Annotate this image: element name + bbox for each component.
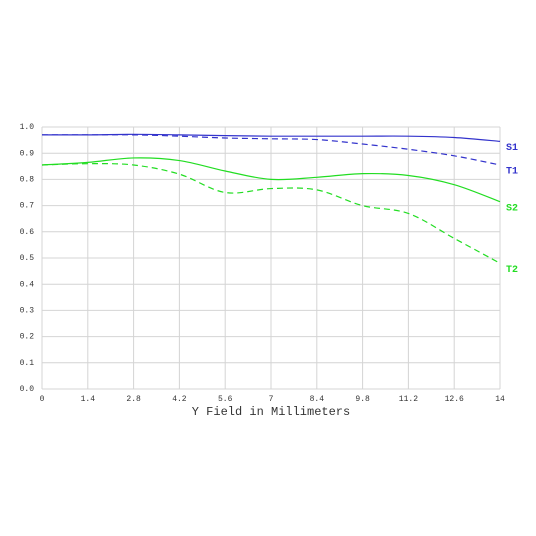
x-tick-label: 5.6 [218,395,233,404]
y-tick-label: 0.2 [20,333,35,342]
y-tick-label: 0.7 [20,202,35,211]
x-tick-label: 7 [269,395,274,404]
y-tick-label: 0.6 [20,228,35,237]
series-label: S2 [506,203,518,214]
series-label: S1 [506,143,518,154]
series-label: T2 [506,265,518,276]
x-tick-label: 4.2 [172,395,187,404]
y-tick-label: 0.8 [20,176,35,185]
series-line [41,163,501,264]
series-label: T1 [506,167,518,178]
x-tick-label: 9.8 [355,395,370,404]
y-tick-label: 1.0 [20,123,35,132]
x-tick-label: 11.2 [399,395,418,404]
x-tick-label: 12.6 [445,395,464,404]
y-tick-label: 0.0 [20,385,35,394]
y-tick-label: 0.5 [20,254,35,263]
y-tick-label: 0.9 [20,149,35,158]
series-line [41,157,501,203]
x-tick-label: 1.4 [81,395,96,404]
y-tick-label: 0.3 [20,307,35,316]
y-tick-label: 0.4 [20,280,35,289]
x-axis-label: Y Field in Millimeters [192,405,350,419]
x-tick-label: 2.8 [126,395,141,404]
series-line [41,133,501,143]
x-tick-label: 0 [40,395,45,404]
y-tick-label: 0.1 [20,359,35,368]
x-tick-label: 14 [495,395,505,404]
series-line [42,134,501,166]
x-tick-label: 8.4 [310,395,325,404]
